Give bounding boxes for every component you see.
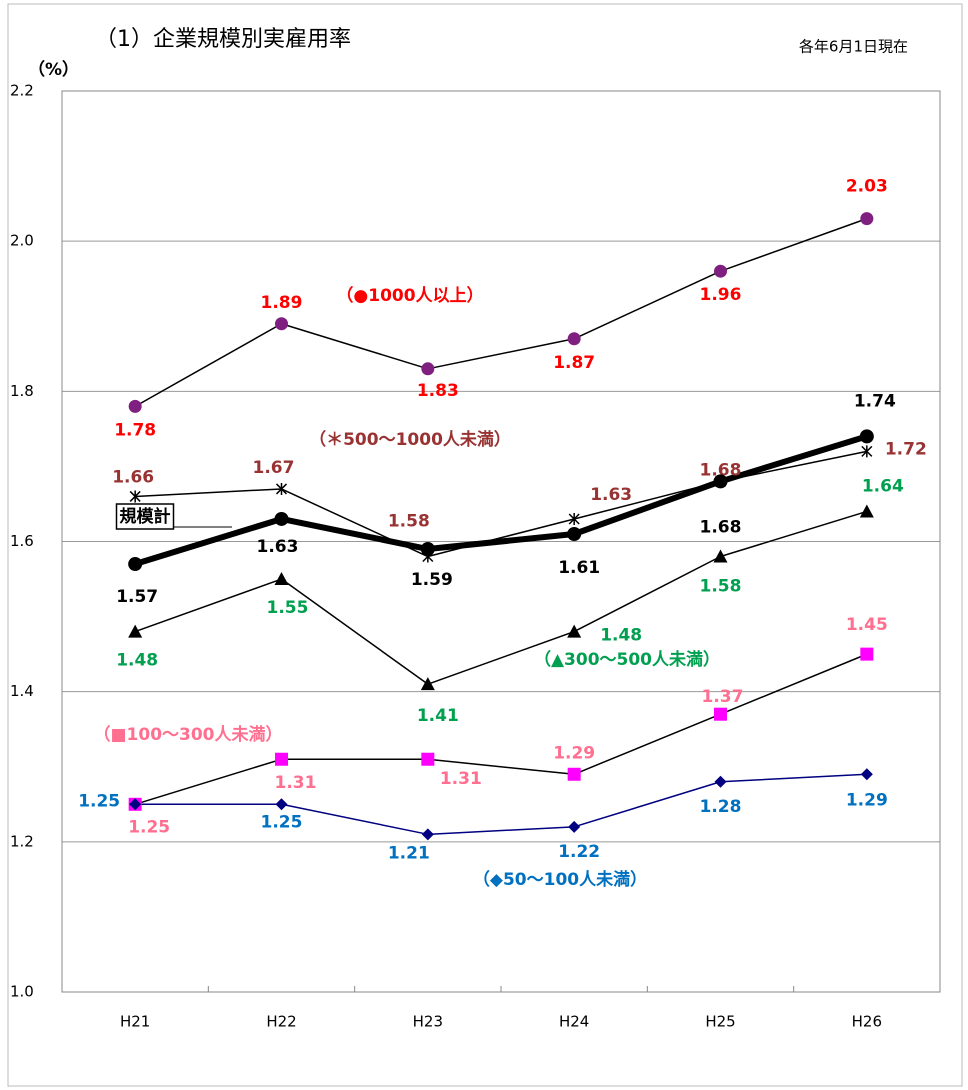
series-line xyxy=(134,217,868,408)
value-label: 1.64 xyxy=(862,476,904,496)
marker xyxy=(713,549,728,563)
value-label: 1.25 xyxy=(78,791,120,811)
series-name: 規模計 xyxy=(120,506,171,527)
value-label: 1.83 xyxy=(417,381,459,401)
value-label: 1.89 xyxy=(261,293,303,313)
marker xyxy=(275,317,288,331)
marker xyxy=(567,767,581,781)
value-label: 1.37 xyxy=(702,687,744,707)
marker xyxy=(568,512,580,525)
y-tick-label: 1.6 xyxy=(10,532,34,550)
marker xyxy=(859,429,874,444)
x-tick-label: H24 xyxy=(559,1013,589,1031)
marker xyxy=(128,399,142,413)
series-name: （■100～300人未満） xyxy=(93,724,282,745)
value-label: 1.29 xyxy=(846,790,888,810)
marker xyxy=(421,362,435,376)
marker xyxy=(129,798,142,811)
marker xyxy=(275,482,288,495)
marker xyxy=(859,504,874,518)
marker xyxy=(274,511,289,526)
marker xyxy=(860,647,874,661)
marker xyxy=(567,526,582,541)
x-tick-label: H26 xyxy=(852,1013,882,1031)
value-label: 1.48 xyxy=(600,626,642,646)
value-label: 1.55 xyxy=(267,598,309,618)
value-label: 1.22 xyxy=(558,842,600,862)
value-label: 1.31 xyxy=(440,769,482,789)
value-label: 1.41 xyxy=(417,706,459,726)
marker xyxy=(129,490,141,503)
value-label: 1.25 xyxy=(261,812,303,832)
chart-subtitle: 各年6月1日現在 xyxy=(799,38,908,56)
y-tick-label: 1.8 xyxy=(10,382,34,400)
marker xyxy=(420,677,435,691)
value-label: 1.29 xyxy=(553,743,595,763)
marker xyxy=(128,624,143,638)
marker xyxy=(128,557,143,572)
value-label: 2.03 xyxy=(846,177,888,197)
value-label: 1.58 xyxy=(388,512,430,532)
value-label: 1.96 xyxy=(700,285,742,305)
chart-title: （1）企業規模別実雇用率 xyxy=(95,27,351,52)
marker xyxy=(567,624,582,638)
marker xyxy=(275,798,288,811)
marker xyxy=(274,572,289,586)
series-name: （＊500～1000人未満） xyxy=(309,429,511,450)
series-line xyxy=(135,773,867,836)
value-label: 1.45 xyxy=(846,615,888,635)
series-line xyxy=(134,433,868,567)
value-label: 1.57 xyxy=(116,587,158,607)
value-label: 1.74 xyxy=(854,391,896,411)
series-line xyxy=(134,653,868,806)
y-tick-label: 2.0 xyxy=(10,232,34,250)
y-axis-label: （%） xyxy=(28,59,79,80)
marker xyxy=(860,212,874,226)
series-name: （●1000人以上） xyxy=(336,285,483,306)
value-label: 1.67 xyxy=(253,458,295,478)
value-label: 1.59 xyxy=(411,570,453,590)
value-label: 1.48 xyxy=(116,651,158,671)
value-label: 1.63 xyxy=(590,485,632,505)
series-name: （▲300～500人未満） xyxy=(534,649,720,670)
marker xyxy=(713,474,728,489)
y-tick-label: 2.2 xyxy=(10,82,34,100)
y-tick-label: 1.2 xyxy=(10,832,34,850)
x-tick-label: H22 xyxy=(266,1013,296,1031)
marker xyxy=(567,332,581,346)
marker xyxy=(568,820,581,833)
value-label: 1.31 xyxy=(275,773,317,793)
value-label: 1.72 xyxy=(885,439,927,459)
marker xyxy=(860,768,873,781)
value-label: 1.68 xyxy=(700,460,742,480)
value-label: 1.58 xyxy=(700,577,742,597)
value-label: 1.21 xyxy=(388,843,430,863)
y-tick-label: 1.0 xyxy=(10,983,34,1001)
x-tick-label: H25 xyxy=(705,1013,735,1031)
value-label: 1.78 xyxy=(114,420,156,440)
value-label: 1.66 xyxy=(112,467,154,487)
x-tick-label: H23 xyxy=(413,1013,443,1031)
series-name: （◆50～100人未満） xyxy=(473,869,647,890)
marker xyxy=(421,828,434,841)
value-label: 1.63 xyxy=(257,537,299,557)
x-tick-label: H21 xyxy=(120,1013,150,1031)
value-label: 1.68 xyxy=(700,517,742,537)
marker xyxy=(420,542,435,557)
marker xyxy=(861,445,873,458)
value-label: 1.61 xyxy=(558,558,600,578)
value-label: 1.87 xyxy=(553,353,595,373)
y-tick-label: 1.4 xyxy=(10,682,34,700)
marker xyxy=(714,707,727,721)
marker xyxy=(421,752,435,766)
marker xyxy=(714,264,727,278)
marker xyxy=(275,752,288,766)
value-label: 1.25 xyxy=(128,817,170,837)
value-label: 1.28 xyxy=(700,797,742,817)
frame xyxy=(7,3,963,1087)
marker xyxy=(714,775,727,788)
series-line xyxy=(134,510,868,685)
series-name-box xyxy=(115,503,175,530)
